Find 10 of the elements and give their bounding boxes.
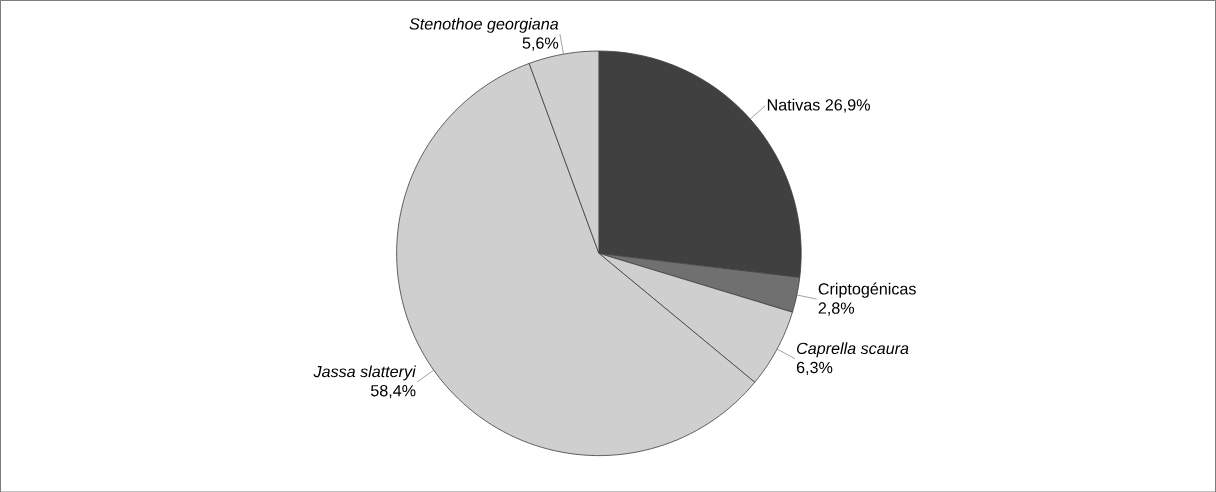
slice-label: Stenothoe georgiana	[409, 17, 559, 33]
slice-label: Caprella scaura	[797, 341, 909, 358]
data-label: 58,4%	[370, 384, 416, 399]
data-label: 5,6%	[522, 37, 559, 51]
data-label: 2,8%	[818, 302, 855, 316]
slice-label: Nativas	[767, 98, 820, 111]
data-label: 6,3%	[796, 361, 833, 375]
data-label: 26,9%	[825, 98, 870, 113]
slice-label: Criptogénicas	[818, 282, 916, 298]
slice-label: Jassa slatteryi	[313, 365, 417, 381]
